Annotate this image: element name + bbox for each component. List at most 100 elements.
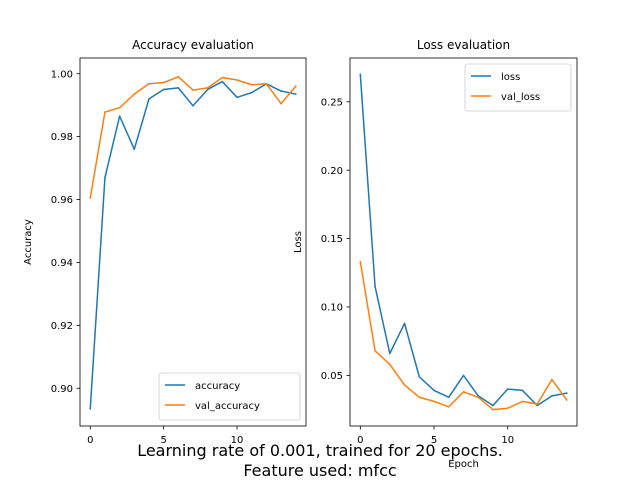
data-point-val_loss-10 [506, 407, 509, 410]
data-point-accuracy-9 [221, 80, 224, 83]
chart-1: 0 5 10 0.90 0.92 0.94 0.96 0.98 1.00 Accuracy eva… [23, 38, 307, 446]
series-line-accuracy [89, 80, 297, 410]
series-line-val_loss [359, 260, 568, 411]
data-point-val_loss-13 [551, 378, 553, 381]
legend-box [158, 372, 301, 421]
data-point-val_accuracy-9 [221, 76, 224, 79]
data-point-val_accuracy-0 [89, 197, 92, 199]
y-tick-label: 0.94 [51, 258, 73, 269]
data-point-val_accuracy-2 [118, 106, 121, 109]
data-point-val_loss-5 [433, 400, 435, 403]
data-point-accuracy-10 [236, 96, 238, 99]
data-point-loss-9 [492, 404, 494, 407]
y-tick-label: 0.05 [321, 371, 343, 382]
axes-frame [79, 57, 307, 427]
y-tick-label: 1.00 [51, 69, 73, 80]
data-point-accuracy-2 [118, 115, 121, 117]
data-point-val_accuracy-14 [294, 85, 297, 88]
y-tick-label: 0.25 [321, 97, 343, 108]
data-point-loss-5 [433, 389, 435, 392]
data-point-val_loss-0 [359, 261, 362, 263]
data-point-loss-2 [389, 352, 391, 355]
data-point-accuracy-7 [192, 105, 194, 107]
chart-2: 0 5 10 0.05 0.10 0.15 0.20 0.25 Loss evaluation L… [293, 38, 578, 470]
legend-label-accuracy: accuracy [195, 381, 240, 392]
x-axis-label: Epoch [448, 459, 479, 470]
y-tick-label: 0.96 [51, 195, 73, 206]
legend: accuracy val_accuracy [158, 372, 301, 421]
data-point-loss-1 [374, 285, 376, 288]
y-tick-label: 0.98 [51, 132, 73, 143]
data-point-accuracy-8 [206, 88, 209, 91]
data-point-val_loss-7 [462, 391, 465, 393]
data-point-val_accuracy-11 [250, 83, 253, 86]
data-point-accuracy-5 [162, 88, 165, 91]
data-point-val_accuracy-5 [162, 81, 165, 84]
data-point-loss-14 [565, 392, 568, 394]
data-point-val_loss-11 [521, 400, 524, 403]
data-point-accuracy-6 [177, 87, 180, 89]
data-point-val_accuracy-10 [236, 79, 238, 81]
data-point-loss-3 [403, 322, 406, 325]
data-point-accuracy-13 [280, 90, 282, 92]
data-point-loss-7 [462, 374, 465, 377]
data-point-accuracy-11 [250, 91, 253, 94]
data-point-val_loss-14 [565, 399, 568, 401]
x-tick-label: 5 [431, 435, 437, 446]
data-point-val_accuracy-8 [206, 87, 209, 89]
y-axis-label: Accuracy [23, 219, 34, 265]
data-point-accuracy-4 [148, 98, 150, 100]
data-point-val_loss-4 [418, 396, 421, 399]
data-point-accuracy-3 [133, 148, 136, 151]
y-tick-label: 0.20 [321, 166, 343, 177]
data-point-loss-11 [521, 389, 524, 392]
data-point-val_accuracy-3 [133, 93, 136, 95]
legend-label-val_loss: val_loss [501, 92, 540, 103]
y-tick-label: 0.15 [321, 234, 343, 245]
legend-label-loss: loss [501, 72, 520, 83]
data-point-loss-12 [536, 404, 538, 407]
data-point-val_accuracy-1 [104, 111, 106, 113]
data-point-accuracy-0 [89, 407, 92, 410]
caption-line-2: Feature used: mfcc [243, 461, 397, 480]
data-point-accuracy-1 [104, 176, 106, 179]
data-point-loss-0 [359, 73, 362, 76]
caption-line-1: Learning rate of 0.001, trained for 20 e… [137, 441, 503, 460]
series-line-val_accuracy [89, 76, 297, 199]
data-point-loss-8 [477, 395, 480, 397]
data-point-loss-10 [506, 388, 509, 390]
data-point-val_accuracy-13 [280, 102, 282, 105]
data-point-accuracy-14 [294, 93, 297, 95]
data-point-val_loss-1 [374, 349, 376, 352]
legend-box [464, 63, 572, 112]
x-tick-label: 0 [87, 435, 93, 446]
chart-title: Loss evaluation [417, 38, 510, 52]
y-axis-label: Loss [293, 231, 304, 253]
axes-frame [349, 57, 578, 427]
data-point-val_loss-9 [492, 408, 494, 411]
legend-label-val_accuracy: val_accuracy [195, 401, 260, 412]
y-tick-label: 0.92 [51, 321, 73, 332]
data-point-val_loss-3 [403, 384, 406, 386]
data-point-val_accuracy-6 [177, 76, 180, 78]
data-point-val_accuracy-12 [265, 82, 268, 85]
data-point-val_loss-8 [477, 396, 480, 399]
data-point-loss-4 [418, 375, 421, 378]
data-point-val_accuracy-4 [148, 82, 150, 85]
x-tick-label: 0 [357, 435, 363, 446]
series-line-loss [359, 73, 568, 407]
data-point-val_loss-12 [536, 403, 538, 405]
legend: loss val_loss [464, 63, 572, 112]
y-tick-label: 0.10 [321, 303, 343, 314]
data-point-val_loss-6 [447, 406, 450, 408]
data-point-val_accuracy-7 [192, 89, 194, 91]
x-tick-label: 5 [160, 435, 166, 446]
x-tick-label: 10 [231, 435, 244, 446]
chart-title: Accuracy evaluation [132, 38, 254, 52]
data-point-loss-6 [447, 396, 450, 399]
data-point-val_loss-2 [389, 363, 391, 366]
x-tick-label: 10 [501, 435, 514, 446]
data-point-loss-13 [551, 395, 553, 397]
y-tick-label: 0.90 [51, 384, 73, 395]
